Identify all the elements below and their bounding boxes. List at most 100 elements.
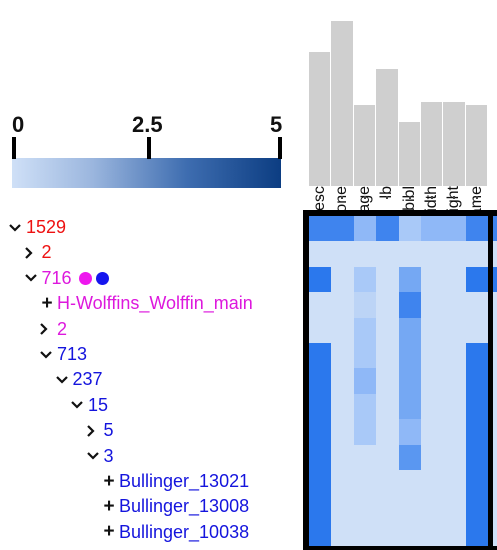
chevron-down-icon[interactable] xyxy=(24,273,40,283)
heatmap-cell[interactable] xyxy=(398,241,421,267)
heatmap-cell[interactable] xyxy=(331,520,354,547)
heatmap-cell[interactable] xyxy=(353,368,377,394)
tree-node-label[interactable]: Bullinger_13008 xyxy=(119,496,250,517)
heatmap-cell[interactable] xyxy=(309,216,332,242)
heatmap-cell[interactable] xyxy=(331,368,354,394)
heatmap-cell[interactable] xyxy=(465,368,489,394)
chevron-down-icon[interactable] xyxy=(39,350,55,360)
heatmap-cell[interactable] xyxy=(353,470,377,496)
heatmap-cell[interactable] xyxy=(331,292,354,318)
heatmap-cell[interactable] xyxy=(353,317,377,343)
heatmap-cell[interactable] xyxy=(398,393,421,420)
heatmap-cell[interactable] xyxy=(465,241,489,267)
heatmap-cell[interactable] xyxy=(421,266,444,293)
heatmap-cell[interactable] xyxy=(331,241,354,267)
heatmap-cell[interactable] xyxy=(398,266,421,293)
tree-node-label[interactable]: 716 xyxy=(41,267,72,288)
tree-node-label[interactable]: 2 xyxy=(41,242,52,263)
tree-node[interactable]: + Bullinger_13021 xyxy=(101,469,249,494)
tree-node[interactable]: 237 xyxy=(55,367,103,392)
heatmap-cell[interactable] xyxy=(421,470,444,496)
heatmap-cell[interactable] xyxy=(353,292,377,318)
plus-icon[interactable]: + xyxy=(103,495,115,517)
heatmap-cell[interactable] xyxy=(443,393,466,420)
tree-node-label[interactable]: 2 xyxy=(57,318,68,339)
heatmap-cell[interactable] xyxy=(465,317,489,343)
heatmap-cell[interactable] xyxy=(465,520,489,547)
plus-icon[interactable]: + xyxy=(103,470,115,492)
heatmap-cell[interactable] xyxy=(353,216,377,242)
tree-node[interactable]: + Bullinger_10038 xyxy=(101,520,249,545)
tree-node-label[interactable]: 3 xyxy=(103,445,114,466)
heatmap-cell[interactable] xyxy=(443,292,466,318)
heatmap-cell[interactable] xyxy=(493,470,497,496)
heatmap-cell[interactable] xyxy=(465,266,489,293)
tree-node-label[interactable]: 237 xyxy=(72,369,103,390)
heatmap-cell[interactable] xyxy=(309,495,332,521)
heatmap-cell[interactable] xyxy=(376,266,399,293)
tree-node[interactable]: + Bullinger_13008 xyxy=(101,494,249,519)
heatmap-cell[interactable] xyxy=(421,444,444,470)
tree-node-label[interactable]: H-Wolffins_Wolffin_main xyxy=(57,293,253,314)
heatmap-cell[interactable] xyxy=(398,444,421,470)
heatmap-cell[interactable] xyxy=(331,343,354,369)
heatmap-cell[interactable] xyxy=(421,368,444,394)
heatmap-cell[interactable] xyxy=(309,393,332,420)
heatmap-cell[interactable] xyxy=(376,470,399,496)
tree-node[interactable]: 15 xyxy=(70,393,108,418)
heatmap-cell[interactable] xyxy=(443,444,466,470)
heatmap-cell[interactable] xyxy=(353,520,377,547)
plus-icon[interactable]: + xyxy=(103,521,115,543)
heatmap-cell[interactable] xyxy=(421,343,444,369)
heatmap-cell[interactable] xyxy=(493,419,497,445)
heatmap-cell[interactable] xyxy=(465,470,489,496)
heatmap-cell[interactable] xyxy=(443,368,466,394)
tree-node[interactable]: 3 xyxy=(86,444,114,469)
heatmap-cell[interactable] xyxy=(309,520,332,547)
heatmap-cell[interactable] xyxy=(309,419,332,445)
chevron-right-icon[interactable] xyxy=(24,246,40,260)
heatmap-cell[interactable] xyxy=(376,317,399,343)
heatmap-cell[interactable] xyxy=(353,393,377,420)
heatmap-cell[interactable] xyxy=(443,419,466,445)
heatmap-cell[interactable] xyxy=(493,266,497,293)
tree-node-label[interactable]: Bullinger_13021 xyxy=(119,471,250,491)
heatmap-cell[interactable] xyxy=(493,520,497,547)
heatmap-cell[interactable] xyxy=(398,368,421,394)
heatmap-cell[interactable] xyxy=(331,419,354,445)
tree-node[interactable]: + H-Wolffins_Wolffin_main xyxy=(39,291,253,316)
heatmap-cell[interactable] xyxy=(443,495,466,521)
heatmap-cell[interactable] xyxy=(398,419,421,445)
heatmap-cell[interactable] xyxy=(421,216,444,242)
heatmap-cell[interactable] xyxy=(353,266,377,293)
heatmap-cell[interactable] xyxy=(398,292,421,318)
chevron-down-icon[interactable] xyxy=(55,375,71,385)
heatmap-cell[interactable] xyxy=(331,317,354,343)
heatmap-cell[interactable] xyxy=(398,495,421,521)
heatmap-cell[interactable] xyxy=(443,343,466,369)
heatmap-cell[interactable] xyxy=(493,393,497,420)
heatmap-cell[interactable] xyxy=(398,216,421,242)
heatmap-cell[interactable] xyxy=(309,266,332,293)
heatmap-cell[interactable] xyxy=(376,368,399,394)
heatmap-cell[interactable] xyxy=(493,216,497,242)
heatmap-cell[interactable] xyxy=(376,292,399,318)
heatmap-cell[interactable] xyxy=(353,241,377,267)
tree-node-label[interactable]: 713 xyxy=(57,344,88,364)
heatmap-cell[interactable] xyxy=(493,444,497,470)
heatmap-cell[interactable] xyxy=(443,470,466,496)
heatmap-cell[interactable] xyxy=(443,317,466,343)
heatmap-cell[interactable] xyxy=(421,241,444,267)
heatmap-cell[interactable] xyxy=(421,317,444,343)
heatmap-cell[interactable] xyxy=(465,419,489,445)
heatmap-cell[interactable] xyxy=(309,292,332,318)
heatmap-cell[interactable] xyxy=(493,343,497,369)
chevron-right-icon[interactable] xyxy=(39,322,55,336)
heatmap-cell[interactable] xyxy=(421,292,444,318)
heatmap-cell[interactable] xyxy=(465,216,489,242)
heatmap-cell[interactable] xyxy=(309,317,332,343)
heatmap-cell[interactable] xyxy=(309,470,332,496)
heatmap-cell[interactable] xyxy=(376,216,399,242)
heatmap-cell[interactable] xyxy=(421,393,444,420)
heatmap-cell[interactable] xyxy=(309,368,332,394)
